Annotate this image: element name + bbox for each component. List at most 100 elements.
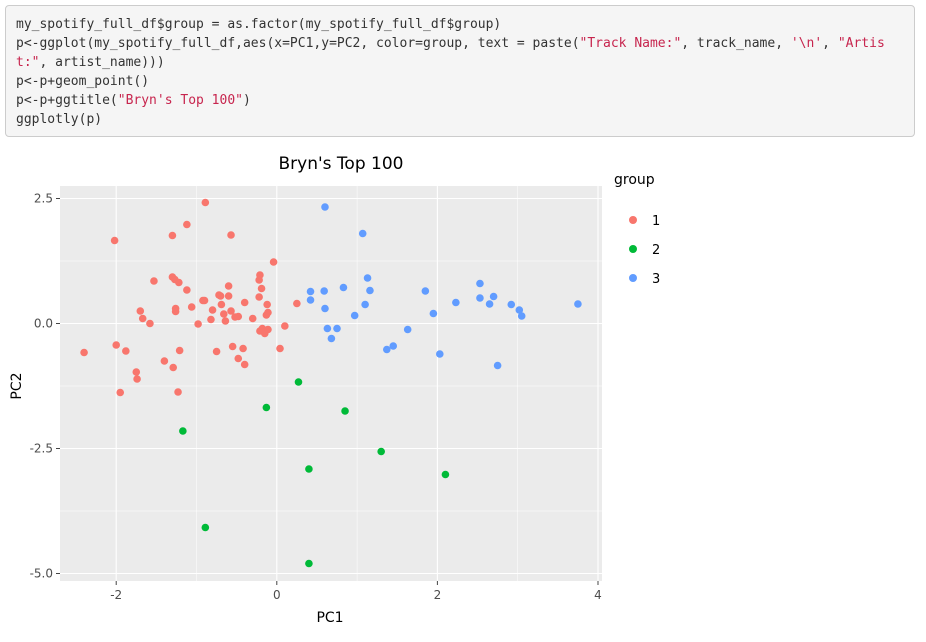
scatter-point-group-3[interactable] [403,325,412,334]
scatter-point-group-1[interactable] [228,342,237,351]
scatter-point-group-1[interactable] [240,298,249,307]
scatter-point-group-1[interactable] [269,258,278,266]
scatter-point-group-1[interactable] [132,368,141,376]
scatter-point-group-3[interactable] [421,287,430,295]
scatter-point-group-3[interactable] [436,350,444,358]
scatter-point-group-1[interactable] [239,344,247,353]
scatter-point-group-1[interactable] [169,363,178,372]
scatter-point-group-3[interactable] [489,292,498,301]
scatter-point-group-3[interactable] [517,312,526,320]
scatter-point-group-2[interactable] [305,465,313,473]
scatter-point-group-1[interactable] [248,314,257,323]
scatter-point-group-3[interactable] [485,300,494,308]
scatter-point-group-1[interactable] [224,292,233,300]
scatter-point-group-1[interactable] [227,231,235,239]
scatter-point-group-3[interactable] [350,311,359,320]
scatter-point-group-3[interactable] [574,300,582,308]
scatter-point-group-1[interactable] [122,347,130,355]
scatter-point-group-3[interactable] [333,324,341,333]
scatter-point-group-1[interactable] [281,322,289,330]
scatter-point-group-1[interactable] [138,314,147,323]
scatter-point-group-3[interactable] [383,345,391,354]
scatter-point-group-1[interactable] [175,346,184,355]
legend-marker [629,216,637,224]
scatter-point-group-1[interactable] [234,354,243,363]
scatter-plot[interactable]: Bryn's Top 100 -2 0 2 4 2.5 0.0 -2.5 -5.0 PC1 P… [0,140,926,637]
scatter-point-group-1[interactable] [171,307,180,316]
scatter-point-group-1[interactable] [256,271,264,279]
scatter-point-group-3[interactable] [493,361,502,370]
scatter-point-group-1[interactable] [257,284,266,293]
scatter-point-group-2[interactable] [305,559,313,568]
scatter-point-group-1[interactable] [175,278,183,287]
scatter-point-group-1[interactable] [227,307,235,315]
scatter-point-group-3[interactable] [323,324,332,333]
scatter-point-group-1[interactable] [217,300,226,309]
scatter-point-group-1[interactable] [264,308,272,317]
scatter-point-group-3[interactable] [361,300,369,309]
scatter-point-group-1[interactable] [110,236,119,245]
scatter-point-group-3[interactable] [321,304,329,313]
scatter-point-group-3[interactable] [339,283,348,292]
scatter-point-group-1[interactable] [160,357,169,365]
scatter-point-group-3[interactable] [507,300,516,309]
scatter-point-group-3[interactable] [321,203,329,211]
scatter-point-group-3[interactable] [358,229,367,238]
scatter-point-group-1[interactable] [240,360,249,369]
legend-item-2[interactable]: 2 [629,243,660,258]
scatter-point-group-2[interactable] [441,470,450,479]
scatter-point-group-1[interactable] [221,317,230,325]
scatter-point-group-1[interactable] [293,299,301,308]
scatter-point-group-1[interactable] [216,292,225,300]
scatter-point-group-1[interactable] [174,388,182,396]
scatter-point-group-2[interactable] [179,427,187,435]
legend[interactable]: 1 2 3 [629,214,660,287]
scatter-point-group-3[interactable] [476,294,484,302]
scatter-point-group-3[interactable] [327,334,336,343]
scatter-point-group-3[interactable] [515,306,524,314]
scatter-point-group-1[interactable] [133,375,141,383]
scatter-point-group-3[interactable] [452,298,460,307]
legend-item-3[interactable]: 3 [629,272,660,287]
scatter-point-group-1[interactable] [187,303,196,311]
data-points[interactable] [80,198,582,568]
scatter-point-group-2[interactable] [262,403,271,412]
scatter-point-group-1[interactable] [208,306,217,314]
scatter-point-group-1[interactable] [146,319,154,328]
scatter-point-group-1[interactable] [200,296,209,305]
scatter-point-group-1[interactable] [80,348,88,357]
legend-item-1[interactable]: 1 [629,214,660,229]
scatter-point-group-1[interactable] [194,320,202,328]
scatter-point-group-1[interactable] [112,341,121,349]
scatter-point-group-1[interactable] [224,282,233,290]
plot-panel[interactable] [60,186,602,581]
scatter-point-group-3[interactable] [389,342,398,350]
scatter-point-group-3[interactable] [306,287,315,296]
scatter-point-group-1[interactable] [136,307,145,315]
scatter-point-group-1[interactable] [264,325,272,334]
scatter-point-group-3[interactable] [320,287,328,295]
scatter-point-group-2[interactable] [341,407,349,415]
scatter-point-group-1[interactable] [263,300,271,309]
scatter-point-group-3[interactable] [429,309,438,318]
scatter-point-group-2[interactable] [377,447,385,456]
scatter-point-group-2[interactable] [294,378,303,386]
scatter-point-group-3[interactable] [363,274,372,282]
scatter-point-group-1[interactable] [212,347,221,356]
scatter-point-group-1[interactable] [183,286,191,294]
code-token: my_spotify_full_df$group = as.factor(my_… [16,17,502,32]
scatter-point-group-1[interactable] [220,310,228,318]
scatter-point-group-1[interactable] [116,388,125,397]
scatter-point-group-3[interactable] [306,296,315,304]
scatter-point-group-1[interactable] [255,293,263,301]
scatter-point-group-1[interactable] [201,198,210,207]
scatter-point-group-1[interactable] [276,344,284,353]
scatter-point-group-1[interactable] [234,312,243,321]
scatter-point-group-1[interactable] [150,277,158,285]
scatter-point-group-1[interactable] [183,220,191,229]
scatter-point-group-1[interactable] [168,231,177,240]
scatter-point-group-3[interactable] [476,279,484,288]
scatter-point-group-2[interactable] [201,523,210,532]
scatter-point-group-1[interactable] [207,315,215,324]
scatter-point-group-3[interactable] [366,286,374,295]
